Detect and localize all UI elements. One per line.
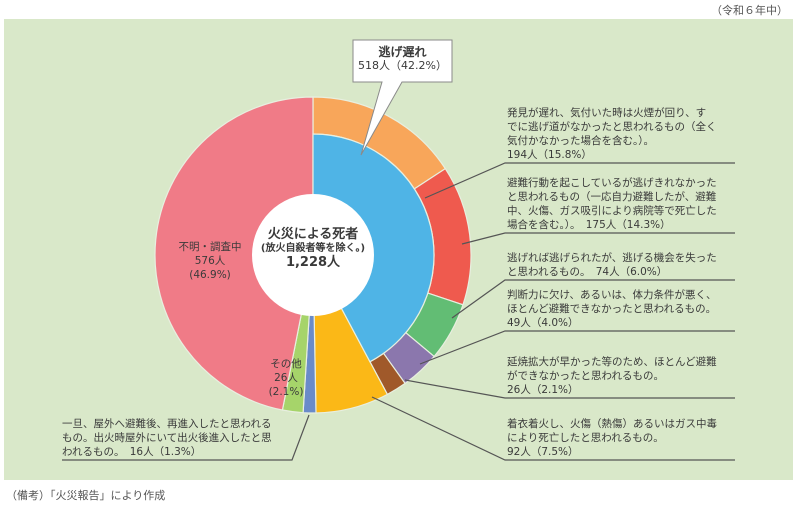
label-reentry: 一旦、屋外へ避難後、再進入したと思われる もの。出火時屋外にいて出火後進入したと… <box>62 418 272 458</box>
label-other: その他 26人 (2.1%) <box>268 358 304 398</box>
label-failed-escape: 避難行動を起こしているが逃げきれなかった と思われるもの（一応自力避難したが、避… <box>507 177 717 231</box>
leader-line-reentry <box>62 414 310 461</box>
leader-lines <box>62 162 735 461</box>
callout-bubble <box>352 39 453 156</box>
leader-line-rapid-spread <box>404 379 735 399</box>
label-impaired: 判断力に欠け、あるいは、体力条件が悪く、 ほとんど避難できなかったと思われるもの… <box>507 289 717 329</box>
label-missed-chance: 逃げれば逃げられたが、逃げる機会を失った と思われるもの。 74人（6.0%） <box>507 252 717 278</box>
label-late-discovery: 発見が遅れ、気付いた時は火煙が回り、す でに逃げ道がなかったと思われるもの（全く… <box>507 107 717 161</box>
leader-line-failed-escape <box>461 232 735 245</box>
segment-unknown <box>154 96 314 411</box>
center-title: 火災による死者 <box>267 227 359 242</box>
source-note: （備考）「火災報告」により作成 <box>6 489 166 502</box>
center-subtitle: (放火自殺者等を除く。) <box>260 243 366 254</box>
leader-line-missed-chance <box>451 279 735 319</box>
label-rapid-spread: 延焼拡大が早かった等のため、ほとんど避難 ができなかったと思われるもの。 26人… <box>507 356 717 396</box>
bubble-value: 518人（42.2%） <box>358 59 447 72</box>
center-circle <box>252 194 374 316</box>
label-unknown: 不明・調査中 576人 (46.9%) <box>178 241 242 281</box>
leader-line-clothing-fire <box>371 396 735 461</box>
center-total: 1,228人 <box>285 255 341 270</box>
leader-line-late-discovery <box>424 162 735 199</box>
bubble-title: 逃げ遅れ <box>378 45 427 59</box>
leader-line-impaired <box>419 330 735 365</box>
bubble-label: 逃げ遅れ 518人（42.2%） <box>353 45 452 73</box>
center-label: 火災による死者 (放火自殺者等を除く。) 1,228人 <box>253 228 373 270</box>
label-clothing-fire: 着衣着火し、火傷（熱傷）あるいはガス中毒 により死亡したと思われるもの。 92人… <box>507 418 717 458</box>
period-note: （令和６年中） <box>711 4 788 17</box>
